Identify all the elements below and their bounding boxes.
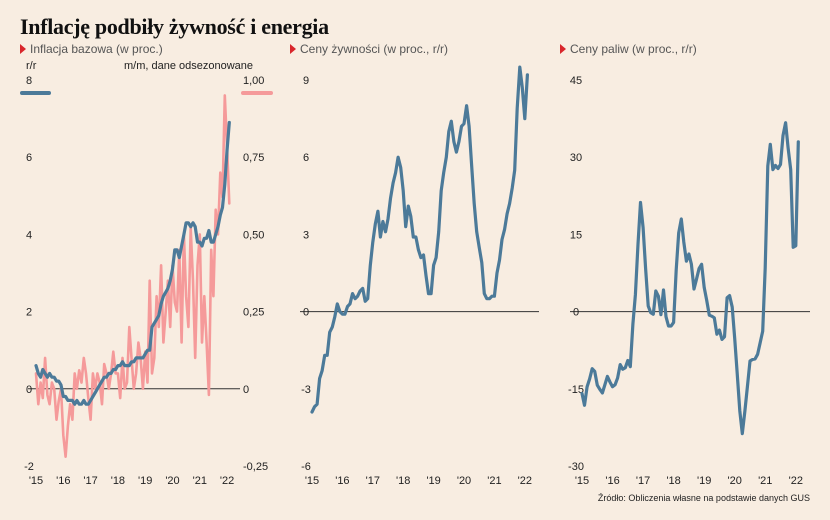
x-tick-label: '22 (518, 475, 532, 487)
x-tick-label: '22 (220, 475, 234, 487)
panel-title-text: Ceny żywności (w proc., r/r) (300, 42, 449, 56)
y2-tick-label: -0,25 (243, 461, 268, 473)
x-tick-label: '20 (728, 475, 742, 487)
x-tick-label: '17 (83, 475, 97, 487)
x-tick-label: '19 (697, 475, 711, 487)
y-tick-label: 15 (570, 229, 582, 241)
x-tick-label: '18 (666, 475, 680, 487)
x-tick-label: '15 (575, 475, 589, 487)
right-axis-label: m/m, dane odsezonowane (124, 60, 253, 72)
x-tick-label: '16 (56, 475, 70, 487)
y-tick-label: 3 (303, 229, 309, 241)
x-tick-label: '18 (396, 475, 410, 487)
y-tick-label: -15 (568, 384, 584, 396)
x-tick-label: '21 (193, 475, 207, 487)
panel-title-text: Ceny paliw (w proc., r/r) (570, 42, 697, 56)
x-tick-label: '15 (305, 475, 319, 487)
x-tick-label: '17 (366, 475, 380, 487)
y2-tick-label: 0 (243, 384, 249, 396)
x-tick-label: '21 (758, 475, 772, 487)
y-tick-label: 6 (26, 152, 32, 164)
y2-tick-label: 1,00 (243, 75, 264, 87)
y-tick-label: 0 (573, 307, 579, 319)
panel-title-core-inflation: Inflacja bazowa (w proc.) (20, 42, 163, 56)
y-tick-label: 0 (26, 384, 32, 396)
panel-title-text: Inflacja bazowa (w proc.) (30, 42, 163, 56)
y-tick-label: -30 (568, 461, 584, 473)
y-tick-label: -3 (301, 384, 311, 396)
x-tick-label: '21 (487, 475, 501, 487)
y-tick-label: 45 (570, 75, 582, 87)
triangle-marker-icon (560, 44, 566, 54)
series-line-yoy (580, 121, 800, 436)
triangle-marker-icon (20, 44, 26, 54)
x-tick-label: '19 (138, 475, 152, 487)
y2-tick-label: 0,50 (243, 229, 264, 241)
y-tick-label: 30 (570, 152, 582, 164)
panel-title-food-prices: Ceny żywności (w proc., r/r) (290, 42, 448, 56)
y2-tick-label: 0,75 (243, 152, 264, 164)
x-tick-label: '17 (636, 475, 650, 487)
panel-title-fuel-prices: Ceny paliw (w proc., r/r) (560, 42, 697, 56)
y-tick-label: -6 (301, 461, 311, 473)
series-line-yoy (310, 65, 530, 414)
x-tick-label: '15 (29, 475, 43, 487)
y-tick-label: 2 (26, 307, 32, 319)
x-tick-label: '16 (605, 475, 619, 487)
source-note: Źródło: Obliczenia własne na podstawie d… (597, 493, 810, 503)
series-line-yoy (34, 120, 231, 406)
y-tick-label: -2 (24, 461, 34, 473)
y-tick-label: 8 (26, 75, 32, 87)
x-tick-label: '20 (457, 475, 471, 487)
page-title: Inflację podbiły żywność i energia (20, 14, 329, 39)
left-axis-label: r/r (26, 60, 37, 72)
series-line-mom (34, 94, 231, 459)
y-tick-label: 6 (303, 152, 309, 164)
x-tick-label: '19 (426, 475, 440, 487)
y-tick-label: 9 (303, 75, 309, 87)
x-tick-label: '20 (165, 475, 179, 487)
triangle-marker-icon (290, 44, 296, 54)
x-tick-label: '16 (335, 475, 349, 487)
x-tick-label: '18 (111, 475, 125, 487)
x-tick-label: '22 (789, 475, 803, 487)
y-tick-label: 0 (303, 307, 309, 319)
y2-tick-label: 0,25 (243, 307, 264, 319)
y-tick-label: 4 (26, 229, 32, 241)
